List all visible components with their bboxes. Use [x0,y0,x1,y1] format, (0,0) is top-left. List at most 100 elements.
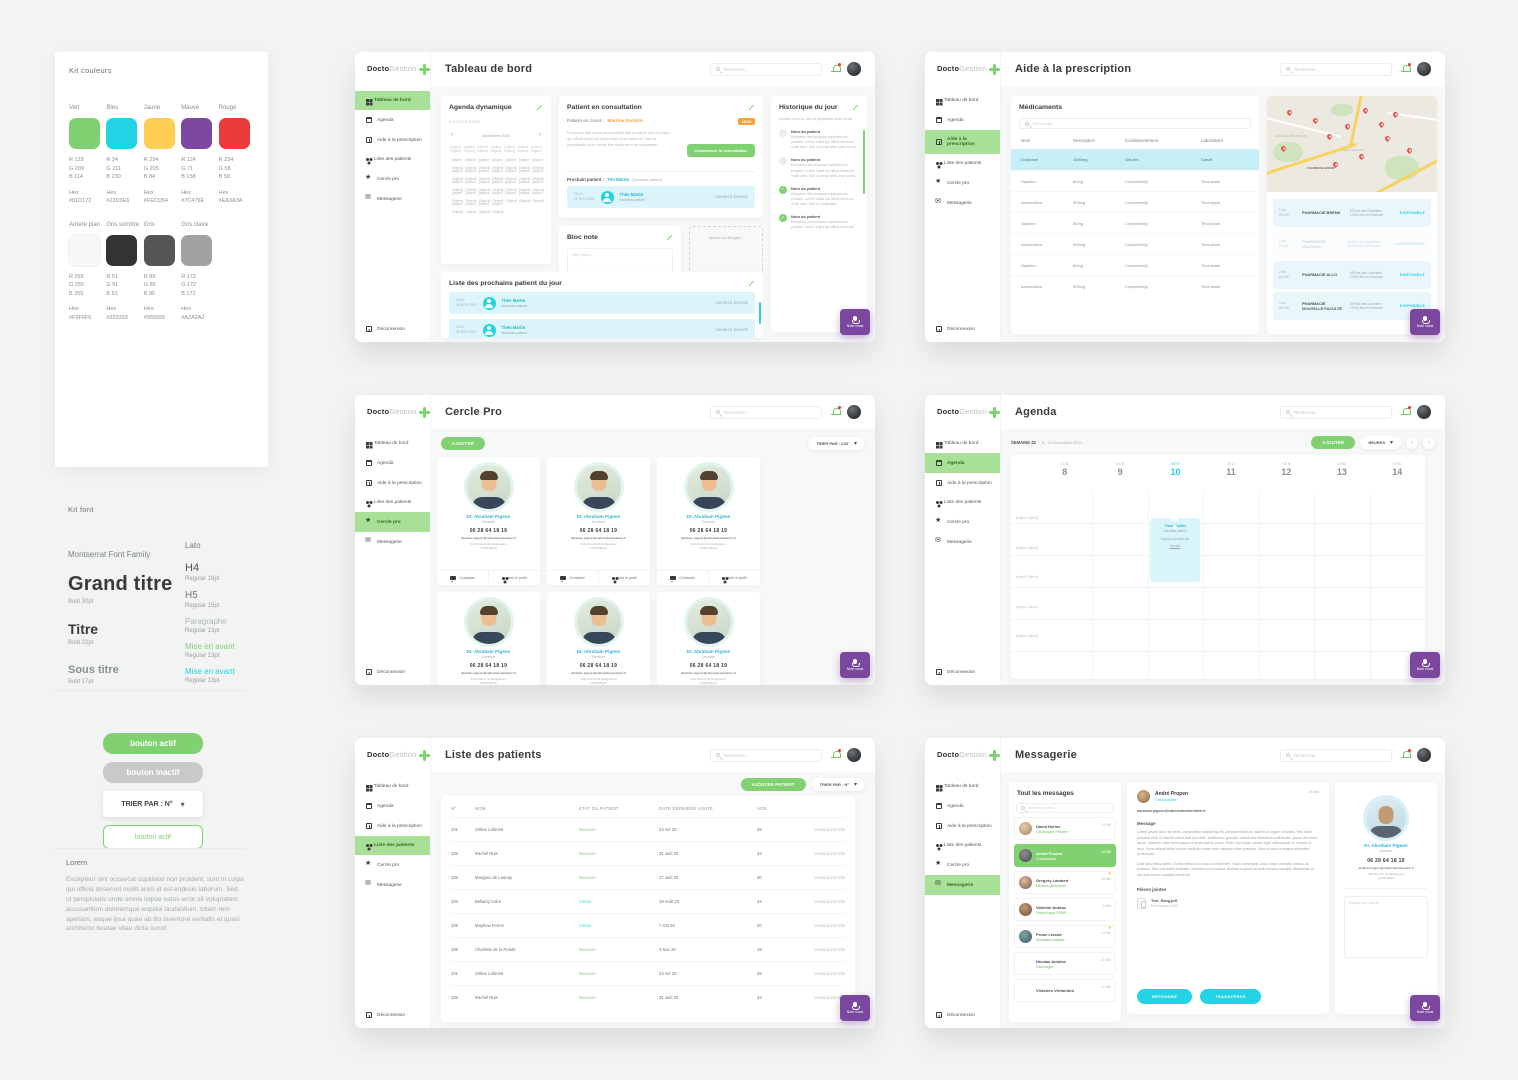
calendar-day[interactable]: [object Object] [532,191,544,203]
sidebar-item[interactable]: Agenda [925,110,1000,130]
upcoming-patient-row[interactable]: 16:15 26 NOV 2020 Théo Martin Nouveau pati… [449,292,755,314]
contact-button[interactable]: Contacter [437,571,489,585]
sort-dropdown[interactable]: TRIER PAR : N° ▾ [811,778,865,791]
add-patient-button[interactable]: AJOUTER PATIENT [740,778,806,791]
pharmacy-row[interactable]: 2 km 8h-19h PHARMACIE ALLO 69 Rue des Cor… [1273,261,1431,289]
sidebar-item[interactable]: Tableau de bord [355,777,430,796]
calendar-day[interactable]: [object Object] [465,169,477,181]
logout-button[interactable]: Déconnexion [366,669,405,675]
logout-button[interactable]: Déconnexion [366,326,405,332]
medication-row[interactable]: Amoxicilline 500mg Comprimé(s) Teva santé [1011,233,1259,254]
view-profile-button[interactable]: voir le profil [709,571,760,585]
edit-icon[interactable] [748,104,755,111]
sidebar-item[interactable]: Aide à la prescription [355,130,430,150]
calendar-day[interactable]: [object Object] [491,158,504,170]
day-header[interactable]: LUN 8 [1060,462,1069,477]
calendar-day[interactable]: [object Object] [465,202,477,214]
sidebar-item[interactable]: Tableau de bord [355,91,430,110]
sidebar-item[interactable]: Tableau de bord [925,777,1000,796]
notifications-bell-icon[interactable] [831,405,841,417]
pharmacy-row[interactable]: 1 km 8h-19h PHARMACIE VALCROS 69 Rue des … [1273,230,1431,258]
logout-button[interactable]: Déconnexion [366,1012,405,1018]
map-pin-icon[interactable] [1285,108,1294,117]
medication-row[interactable]: Doliprane 1000mg Gélules Sanofi [1011,149,1259,170]
sidebar-item[interactable]: Aide à la prescription [925,473,1000,493]
search-input[interactable]: Recherche... [1280,405,1392,419]
view-profile-button[interactable]: voir le profil [599,571,650,585]
pharmacy-row[interactable]: 2 km 8h-19h PHARMACIE NOUVELLE FACULTÉ 69… [1273,292,1431,320]
calendar-day[interactable]: [object Object] [478,169,490,181]
day-header[interactable]: MER 10 [1170,462,1181,477]
medication-row[interactable]: Spasfon 80mg Comprimé(s) Teva santé [1011,212,1259,233]
medication-row[interactable]: Amoxicilline 500mg Comprimé(s) Teva santé [1011,191,1259,212]
contact-button[interactable]: Contacter [547,571,599,585]
sidebar-item[interactable]: Liste des patients [925,836,1000,855]
sidebar-item[interactable]: Messagerie [925,532,1000,552]
sidebar-item[interactable]: Liste des patients [355,836,430,855]
sidebar-item[interactable]: Liste des patients [355,493,430,512]
sidebar-item[interactable]: Agenda [355,453,430,473]
calendar-day[interactable]: [object Object] [451,169,464,181]
sidebar-item[interactable]: Cercle pro [355,855,430,875]
calendar-day[interactable]: [object Object] [451,191,464,203]
active-button-sample[interactable]: bouton actif [103,733,203,754]
sidebar-item[interactable]: Agenda [355,110,430,130]
map-pin-icon[interactable] [1377,120,1386,129]
logout-button[interactable]: Déconnexion [936,326,975,332]
user-avatar[interactable] [847,62,861,76]
calendar-day[interactable]: [object Object] [451,202,464,214]
edit-icon[interactable] [536,104,543,111]
consultation-link[interactable]: CONSULTATION [813,947,845,952]
sidebar-item[interactable]: Cercle pro [925,512,1000,532]
consultation-link[interactable]: CONSULTATION [813,875,845,880]
next-month-button[interactable]: › [539,132,541,138]
medication-row[interactable]: Spasfon 80mg Comprimé(s) Teva santé [1011,170,1259,191]
note-textarea[interactable]: Rédiger une note ici [1344,895,1428,958]
calendar-day[interactable]: [object Object] [478,158,490,170]
day-header[interactable]: JEU 11 [1226,462,1236,477]
calendar-day[interactable]: [object Object] [518,169,531,181]
calendar-day[interactable]: [object Object] [532,158,544,170]
upcoming-patient-row[interactable]: 16:45 26 NOV 2020 Théo Martin Nouveau pati… [449,319,755,338]
sidebar-item[interactable]: Aide à la prescription [355,473,430,493]
sort-dropdown[interactable]: TRIER PAR : CAT ▾ [808,437,865,450]
calendar-day[interactable]: [object Object] [478,202,490,214]
prev-week-button[interactable]: ‹ [1406,436,1418,449]
edit-icon[interactable] [666,234,673,241]
notifications-bell-icon[interactable] [831,748,841,760]
calendar-day[interactable]: [object Object] [505,180,517,192]
day-header[interactable]: DIM 14 [1392,462,1403,477]
conversation-item[interactable]: André Propen Orthodontiste 05 Min [1014,844,1116,867]
day-header[interactable]: MAR 9 [1115,462,1125,477]
contact-card[interactable]: Dr. Abraham Pigeon Dentiste 06 28 64 18 … [657,592,760,685]
sidebar-item[interactable]: Messagerie [925,875,1000,895]
notifications-bell-icon[interactable] [831,62,841,74]
voice-note-button[interactable]: Note vocal [840,995,870,1021]
sidebar-item[interactable]: Cercle pro [355,169,430,189]
map-pin-icon[interactable] [1383,134,1392,143]
logout-button[interactable]: Déconnexion [936,669,975,675]
sidebar-item[interactable]: Messagerie [355,189,430,209]
contact-button[interactable]: Contacter [657,571,709,585]
patient-row[interactable]: 104 Bellamy Calot Connu 19 Août 20 24 CO… [451,889,845,913]
current-patient-name[interactable]: Martine Goldrin [607,119,643,124]
consultation-link[interactable]: CONSULTATION [813,995,845,1000]
conversation-item[interactable]: Victorien Vretterdini 11 Min [1014,979,1116,1002]
consultation-link[interactable]: CONSULTATION [813,827,845,832]
add-event-button[interactable]: AJOUTER [1311,436,1356,449]
medication-row[interactable]: Spasfon 80mg Comprimé(s) Teva santé [1011,254,1259,275]
forward-button[interactable]: TRANSFÉRER [1200,989,1261,1004]
start-consultation-button[interactable]: Commencer la consultation [686,144,755,157]
contact-card[interactable]: Dr. Abraham Pigeon Dentiste 06 28 64 18 … [547,457,650,585]
calendar-day[interactable]: [object Object] [491,169,504,181]
next-week-button[interactable]: › [1423,436,1435,449]
sidebar-item[interactable]: Liste des patients [925,154,1000,173]
add-contact-button[interactable]: AJOUTER [441,437,486,450]
medication-search-input[interactable]: Recherche [1019,118,1251,129]
voice-note-button[interactable]: Note vocal [1410,995,1440,1021]
sort-dropdown-sample[interactable]: TRIER PAR : N° ▾ [103,791,203,817]
voice-note-button[interactable]: Note vocal [1410,652,1440,678]
patient-row[interactable]: 101 Céline Laforest Nouveau 24 Avr 20 25… [451,817,845,841]
